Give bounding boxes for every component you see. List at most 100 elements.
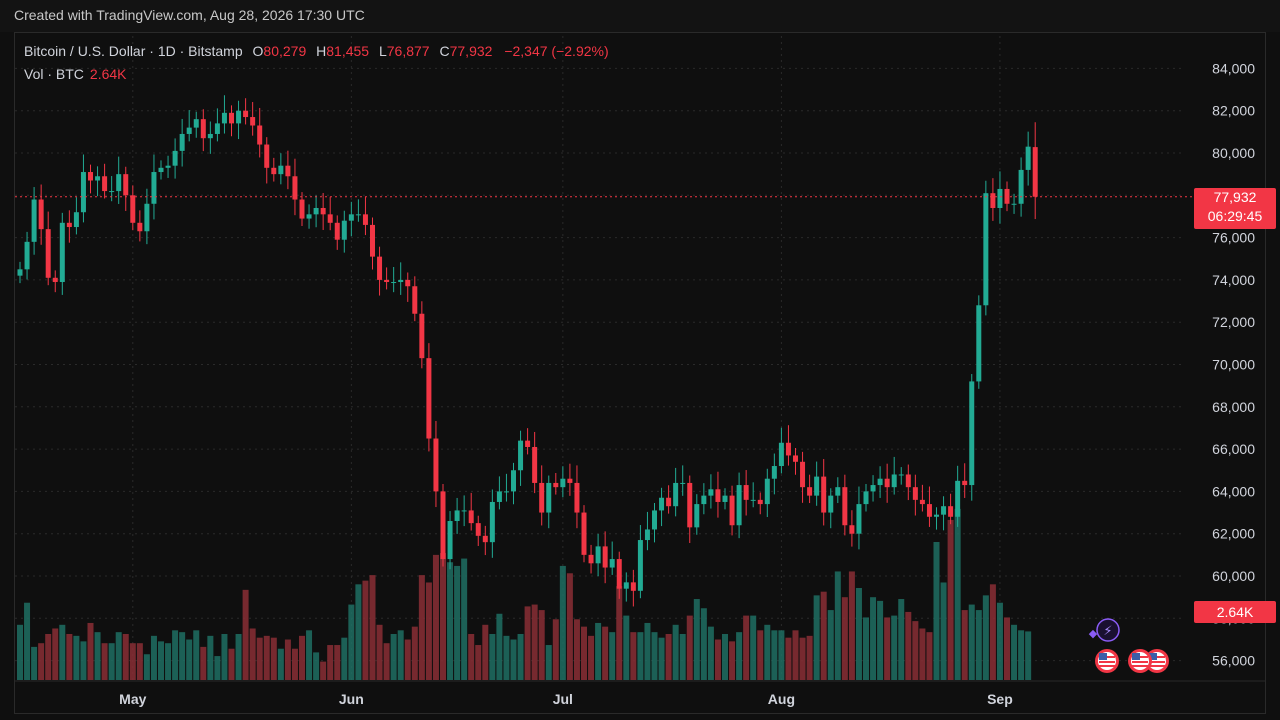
volume-bar [108, 643, 115, 680]
candle-body [447, 521, 453, 560]
volume-bar [799, 637, 806, 680]
candle-body [976, 305, 982, 382]
volume-bar [975, 610, 982, 680]
volume-bar [263, 635, 270, 680]
candle-body [200, 119, 206, 139]
volume-bar [524, 606, 531, 680]
volume-bar [827, 610, 834, 680]
candle-body [842, 487, 848, 526]
volume-bar [411, 626, 418, 680]
candle-body [193, 119, 199, 128]
volume-bar [764, 624, 771, 680]
candle-body [800, 461, 806, 488]
y-tick-label: 80,000 [1212, 145, 1255, 161]
volume-bar [320, 661, 327, 680]
candle-body [532, 446, 538, 483]
candle-body [221, 112, 227, 124]
volume-bar [686, 615, 693, 680]
candle-body [355, 214, 361, 216]
candle-body [341, 220, 347, 240]
volume-label[interactable]: Vol · BTC [24, 66, 84, 82]
volume-bar [581, 626, 587, 680]
candle-body [595, 546, 601, 564]
candle-body [581, 512, 587, 555]
candle-body [229, 112, 234, 124]
symbol-label[interactable]: Bitcoin / U.S. Dollar · 1D · Bitstamp [24, 43, 243, 59]
volume-bar [482, 624, 489, 680]
candle-body [983, 193, 989, 306]
candle-body [207, 133, 213, 139]
candle-body [419, 313, 425, 359]
candle-body [905, 474, 911, 488]
candle-body [870, 485, 876, 492]
us-flag-event-icon-2 [1145, 649, 1169, 673]
candle-body [109, 191, 115, 193]
candle-body [687, 482, 693, 528]
volume-bar [447, 562, 454, 680]
volume-bar [665, 634, 672, 680]
candle-body [454, 510, 460, 522]
candle-body [398, 279, 404, 283]
candle-body [616, 559, 622, 589]
candle-body [715, 489, 721, 502]
candle-body [919, 499, 925, 505]
candle-body [116, 174, 122, 192]
candle-body [243, 110, 249, 118]
volume-bar [172, 630, 179, 680]
candle-body [123, 174, 129, 196]
candle-body [257, 125, 263, 145]
candle-body [708, 489, 714, 496]
volume-bar [679, 634, 686, 680]
candle-body [814, 476, 820, 496]
volume-bar [806, 635, 813, 680]
y-tick-label: 62,000 [1212, 526, 1255, 542]
y-tick-label: 68,000 [1212, 399, 1255, 415]
volume-bar [193, 630, 200, 680]
volume-bar [200, 646, 207, 680]
volume-bar [834, 571, 841, 680]
candle-body [179, 133, 185, 151]
candle-body [934, 514, 939, 517]
volume-bar [115, 632, 122, 680]
candle-body [793, 455, 798, 462]
volume-bar [905, 611, 912, 680]
volume-bar [468, 634, 475, 680]
volume-bar [38, 643, 45, 680]
volume-bar [242, 589, 249, 680]
volume-bar [651, 632, 658, 680]
volume-bar [792, 630, 799, 680]
volume-bar [693, 599, 700, 680]
candle-body [172, 150, 178, 166]
high-label: H [316, 43, 327, 59]
volume-bar [531, 604, 538, 680]
candle-body [694, 504, 700, 528]
volume-bar [954, 508, 961, 680]
volume-bar [778, 630, 785, 680]
flash-glyph: ⚡ [1103, 624, 1112, 639]
last-volume-tag: 2.64K [1194, 601, 1276, 623]
volume-bar [270, 637, 277, 680]
volume-bar [722, 634, 728, 680]
volume-bar [996, 602, 1003, 680]
volume-bar [912, 621, 919, 680]
candle-body [236, 110, 242, 124]
candle-body [73, 212, 79, 228]
candle-body [856, 504, 862, 534]
volume-bar [884, 617, 891, 680]
candle-body [560, 478, 566, 488]
candle-body [680, 482, 686, 484]
volume-bar [989, 584, 996, 680]
volume-bar [165, 643, 172, 680]
candle-body [271, 167, 277, 175]
volume-bar [52, 628, 59, 680]
volume-bar [122, 634, 129, 680]
x-tick-label: Sep [987, 691, 1013, 707]
volume-bar [277, 648, 284, 680]
candle-body [482, 535, 488, 543]
volume-bar [454, 565, 461, 680]
volume-bar [362, 580, 369, 680]
volume-bar [736, 632, 743, 680]
candle-body [757, 499, 763, 505]
volume-bar [559, 565, 566, 680]
